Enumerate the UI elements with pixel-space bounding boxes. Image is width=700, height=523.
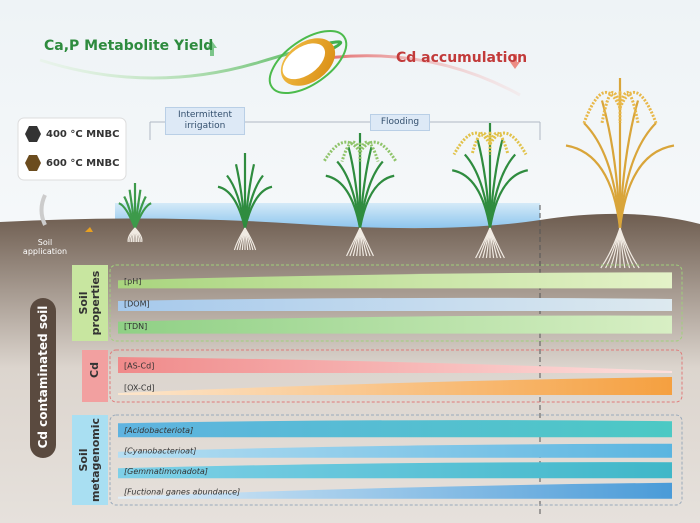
band-label: [Cyanobacterioat] [124,446,196,455]
panicle [358,140,398,163]
stage-label: Flooding [370,114,430,131]
rice-seed [268,29,348,95]
band-label: [OX-Cd] [124,384,155,393]
panicle [488,131,528,156]
yield-curve [39,40,343,80]
legend-label: 400 °C MNBC [46,129,120,140]
band-label: [Gemmatimonadota] [124,467,208,476]
soil-label: Cd contaminated soil [36,305,50,449]
group-label-box [72,415,108,505]
group-title: Soil metagenomic [77,417,102,503]
leaf [618,144,675,229]
group-label-box [72,265,108,341]
stage-label: Intermittent irrigation [165,107,245,135]
band [118,315,672,334]
leaf [243,185,273,229]
legend-box [17,117,127,181]
down-arrow [510,54,520,69]
band-label: [pH] [124,277,141,286]
band [118,272,672,289]
band-label: [Fuctional ganes abundance] [124,487,240,496]
leaf [358,174,395,229]
legend-icon [25,155,41,171]
group-panel [109,264,683,342]
band-label: [DOM] [124,300,150,309]
band-label: [AS-Cd] [124,362,154,371]
band-label: [TDN] [124,322,147,331]
soil-pill [30,298,56,458]
group-title: Soil properties [77,270,102,336]
application-arrow [39,194,47,226]
root [244,227,257,251]
leaf [488,169,529,229]
band [118,462,672,479]
cd-label: Cd accumulation [396,50,528,66]
group-panel [109,414,683,506]
band [118,482,672,499]
band [118,443,672,458]
root [489,227,505,259]
leaf [133,202,152,229]
group-panel [109,349,683,403]
panicle [618,90,658,124]
band [118,357,672,373]
panicle [582,90,622,124]
panicle [618,90,640,124]
band [118,377,672,395]
seedling [85,227,93,232]
panicle [600,90,622,124]
yield-label: Ca,P Metabolite Yield [44,38,214,54]
legend-label: 600 °C MNBC [46,158,120,169]
band [118,297,672,311]
group-title: Cd [88,362,101,378]
root [359,227,374,257]
legend-icon [25,126,41,142]
up-arrow [207,41,217,56]
group-label-box [82,350,108,402]
panicle [340,140,362,162]
stage-bracket [149,121,541,140]
band [118,420,672,438]
soil-application: Soil application [22,238,68,256]
root [134,227,143,243]
band-label: [Acidobacteriota] [124,426,193,435]
